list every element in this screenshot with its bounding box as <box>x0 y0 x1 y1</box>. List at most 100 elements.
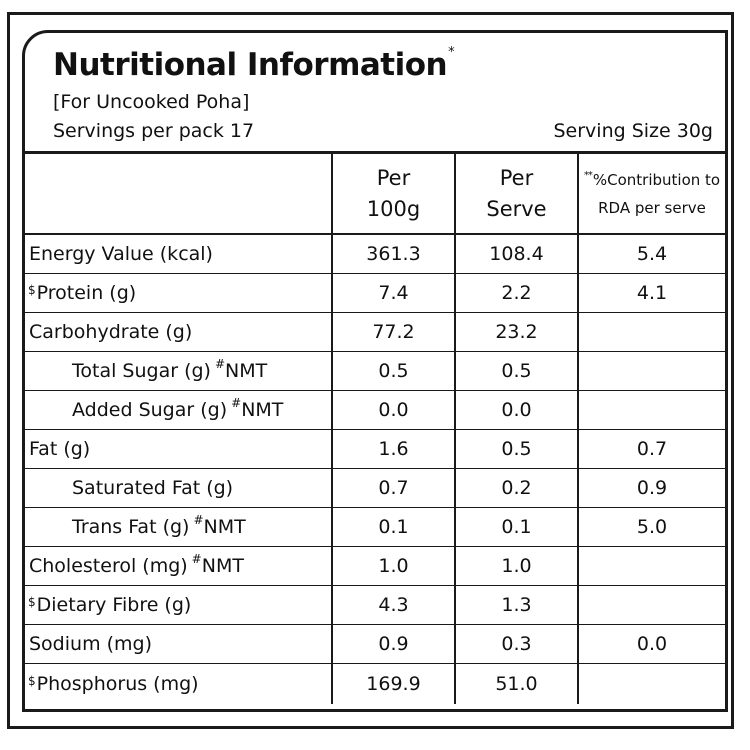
value-per-serve: 108.4 <box>456 235 579 273</box>
nutrient-label: Energy Value (kcal) <box>29 243 213 265</box>
value-per-100g: 4.3 <box>333 586 456 624</box>
nutrient-name: Cholesterol (mg) #NMT <box>25 547 333 585</box>
table-row: Saturated Fat (g) 0.7 0.2 0.9 <box>25 469 725 508</box>
value-rda <box>579 352 725 390</box>
value-per-serve: 0.1 <box>456 508 579 546</box>
value-rda <box>579 313 725 351</box>
value-per-serve: 1.0 <box>456 547 579 585</box>
header-rda-line2: RDA per serve <box>598 198 706 217</box>
table-row: Added Sugar (g) #NMT 0.0 0.0 <box>25 391 725 430</box>
nutrient-label: Protein (g) <box>36 282 137 304</box>
value-per-100g: 0.5 <box>333 352 456 390</box>
value-per-100g: 7.4 <box>333 274 456 312</box>
nutrient-note-text: NMT <box>241 399 284 421</box>
nutrient-name: Carbohydrate (g) <box>25 313 333 351</box>
header-rda-line1-text: %Contribution to <box>592 170 721 189</box>
value-per-serve: 0.2 <box>456 469 579 507</box>
table-row: $ Phosphorus (mg) 169.9 51.0 <box>25 664 725 704</box>
value-rda: 5.4 <box>636 243 668 265</box>
value-per-100g: 77.2 <box>333 313 456 351</box>
value-rda <box>579 391 725 429</box>
table-row: $ Dietary Fibre (g) 4.3 1.3 <box>25 586 725 625</box>
title-asterisk: * <box>448 45 455 60</box>
value-per-serve: 0.5 <box>456 352 579 390</box>
value-per-serve: 23.2 <box>456 313 579 351</box>
nutrient-label: Phosphorus (mg) <box>36 673 199 695</box>
nutrient-note-mark: # <box>191 552 202 566</box>
subtitle: [For Uncooked Poha] <box>53 91 250 113</box>
nutrient-note: #NMT <box>191 552 244 577</box>
nutrient-note-mark: # <box>214 357 226 371</box>
value-per-100g: 1.6 <box>333 430 456 468</box>
nutrient-name: $ Phosphorus (mg) <box>25 664 333 704</box>
outer-frame <box>7 12 734 729</box>
value-per-100g: 169.9 <box>333 664 456 704</box>
nutrient-label: Dietary Fibre (g) <box>36 594 192 616</box>
nutrient-label: Carbohydrate (g) <box>29 321 193 343</box>
nutrient-note-mark: # <box>231 396 242 410</box>
nutrient-label: Trans Fat (g) <box>72 516 190 538</box>
value-per-serve: 0.0 <box>456 391 579 429</box>
nutrient-note-text: NMT <box>225 360 268 382</box>
header-per-100g-line2: 100g <box>366 196 421 221</box>
value-rda <box>579 586 725 624</box>
header-rda-line1: **%Contribution to <box>584 166 720 194</box>
value-per-serve: 0.3 <box>456 625 579 663</box>
nutrient-name: Energy Value (kcal) <box>25 235 333 273</box>
value-per-100g: 0.1 <box>333 508 456 546</box>
nutrient-mark: $ <box>28 595 36 609</box>
nutrient-mark: $ <box>28 283 36 297</box>
table-header-row: Per 100g Per Serve **%Contribution to RD… <box>25 154 725 235</box>
header-per-100g: Per 100g <box>333 154 456 233</box>
nutrient-label: Fat (g) <box>29 438 91 460</box>
nutrient-label: Total Sugar (g) <box>72 360 211 382</box>
value-per-serve: 1.3 <box>456 586 579 624</box>
value-rda: 4.1 <box>636 282 668 304</box>
table-row: Carbohydrate (g) 77.2 23.2 <box>25 313 725 352</box>
value-rda: 5.0 <box>636 516 668 538</box>
nutrient-note: #NMT <box>214 357 268 382</box>
value-rda: 0.7 <box>636 438 668 460</box>
nutrient-note-mark: # <box>193 513 204 527</box>
nutrient-name: $ Protein (g) <box>25 274 333 312</box>
value-per-100g: 0.7 <box>333 469 456 507</box>
nutrient-label: Sodium (mg) <box>29 633 153 655</box>
value-rda: 0.0 <box>636 633 668 655</box>
header-rda: **%Contribution to RDA per serve <box>579 154 725 233</box>
panel-title: Nutritional Information* <box>53 45 455 83</box>
nutrient-label: Cholesterol (mg) <box>29 555 188 577</box>
table-row: Energy Value (kcal) 361.3 108.4 5.4 <box>25 235 725 274</box>
nutrient-name: Sodium (mg) <box>25 625 333 663</box>
nutrient-name: Saturated Fat (g) <box>25 469 333 507</box>
table-body: Energy Value (kcal) 361.3 108.4 5.4 $ Protein… <box>25 235 725 704</box>
value-rda <box>579 547 725 585</box>
servings-per-pack: Servings per pack 17 <box>53 120 255 142</box>
serving-size: Serving Size 30g <box>553 120 713 142</box>
value-per-serve: 51.0 <box>456 664 579 704</box>
title-text: Nutritional Information <box>53 47 448 83</box>
header-per-serve-line2: Serve <box>486 196 547 221</box>
nutrition-panel: Nutritional Information* [For Uncooked P… <box>22 30 728 712</box>
value-per-serve: 0.5 <box>456 430 579 468</box>
nutrient-name: Trans Fat (g) #NMT <box>25 508 333 546</box>
table-row: Fat (g) 1.6 0.5 0.7 <box>25 430 725 469</box>
nutrition-table: Per 100g Per Serve **%Contribution to RD… <box>25 151 725 704</box>
value-per-100g: 0.0 <box>333 391 456 429</box>
table-row: Trans Fat (g) #NMT 0.1 0.1 5.0 <box>25 508 725 547</box>
nutrient-mark: $ <box>28 674 36 688</box>
nutrient-name: Total Sugar (g) #NMT <box>25 352 333 390</box>
header-per-serve: Per Serve <box>456 154 579 233</box>
value-per-100g: 361.3 <box>333 235 456 273</box>
value-rda: 0.9 <box>636 477 668 499</box>
nutrient-note: #NMT <box>231 396 284 421</box>
nutrient-note-text: NMT <box>201 555 244 577</box>
value-rda <box>579 664 725 704</box>
nutrient-label: Saturated Fat (g) <box>72 477 234 499</box>
header-per-serve-line1: Per <box>499 165 534 190</box>
header-per-100g-line1: Per <box>376 165 411 190</box>
header-rda-mark: ** <box>583 169 593 181</box>
nutrient-name: Fat (g) <box>25 430 333 468</box>
nutrient-name: Added Sugar (g) #NMT <box>25 391 333 429</box>
nutrient-note: #NMT <box>193 513 245 538</box>
table-row: Total Sugar (g) #NMT 0.5 0.5 <box>25 352 725 391</box>
